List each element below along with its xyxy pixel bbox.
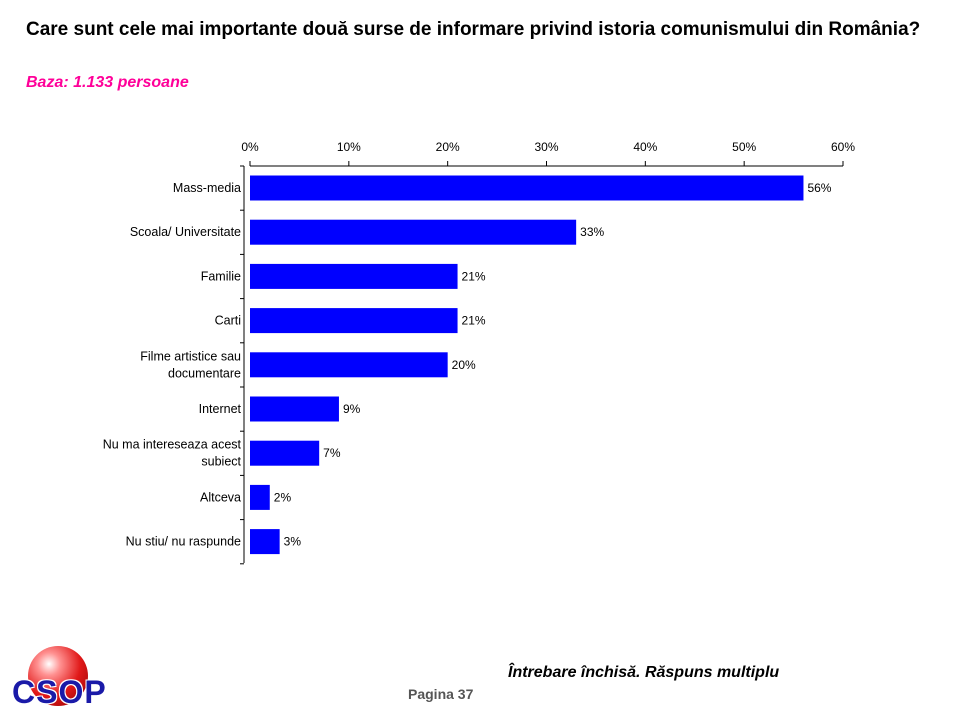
data-label: 21% <box>462 269 486 283</box>
bar <box>250 396 339 422</box>
category-label: Filme artistice sau <box>140 349 241 363</box>
bar <box>250 352 448 378</box>
bar <box>250 175 804 201</box>
category-label: Carti <box>215 314 241 328</box>
bar <box>250 308 458 334</box>
x-tick-label: 20% <box>436 140 460 154</box>
category-label: Mass-media <box>173 181 241 195</box>
chart-title: Care sunt cele mai importante două surse… <box>26 19 921 40</box>
category-label: Scoala/ Universitate <box>130 225 241 239</box>
data-label: 33% <box>580 225 604 239</box>
bar <box>250 263 458 289</box>
bar <box>250 219 577 245</box>
category-label: Nu ma intereseaza acest <box>103 438 242 452</box>
category-label: Internet <box>199 402 242 416</box>
data-label: 21% <box>462 314 486 328</box>
question-type-note: Întrebare închisă. Răspuns multiplu <box>508 664 780 681</box>
x-tick-label: 50% <box>732 140 756 154</box>
chart-subtitle: Baza: 1.133 persoane <box>26 74 189 91</box>
category-label: subiect <box>201 455 241 469</box>
category-label: Nu stiu/ nu raspunde <box>126 535 241 549</box>
bar-chart: 0% 10% 20% 30% 40% 50% 60% 56% Mass-media 33% Scoa… <box>103 140 855 565</box>
category-label: Familie <box>201 269 241 283</box>
logo-ball-icon <box>28 646 88 706</box>
data-label: 9% <box>343 402 361 416</box>
logo-text: CSOP <box>12 674 107 710</box>
csop-logo: CSOP <box>8 644 118 714</box>
x-tick-label: 30% <box>534 140 558 154</box>
category-label: Altceva <box>200 490 241 504</box>
x-tick-label: 0% <box>241 140 259 154</box>
data-label: 2% <box>274 490 292 504</box>
bar <box>250 440 320 466</box>
data-label: 7% <box>323 446 341 460</box>
x-tick-label: 10% <box>337 140 361 154</box>
x-tick-label: 40% <box>633 140 657 154</box>
page-number: Pagina 37 <box>408 686 474 702</box>
data-label: 56% <box>807 181 831 195</box>
category-label: documentare <box>168 366 241 380</box>
data-label: 3% <box>284 535 302 549</box>
data-label: 20% <box>452 358 476 372</box>
bar <box>250 529 280 555</box>
x-tick-label: 60% <box>831 140 855 154</box>
bar <box>250 484 270 510</box>
